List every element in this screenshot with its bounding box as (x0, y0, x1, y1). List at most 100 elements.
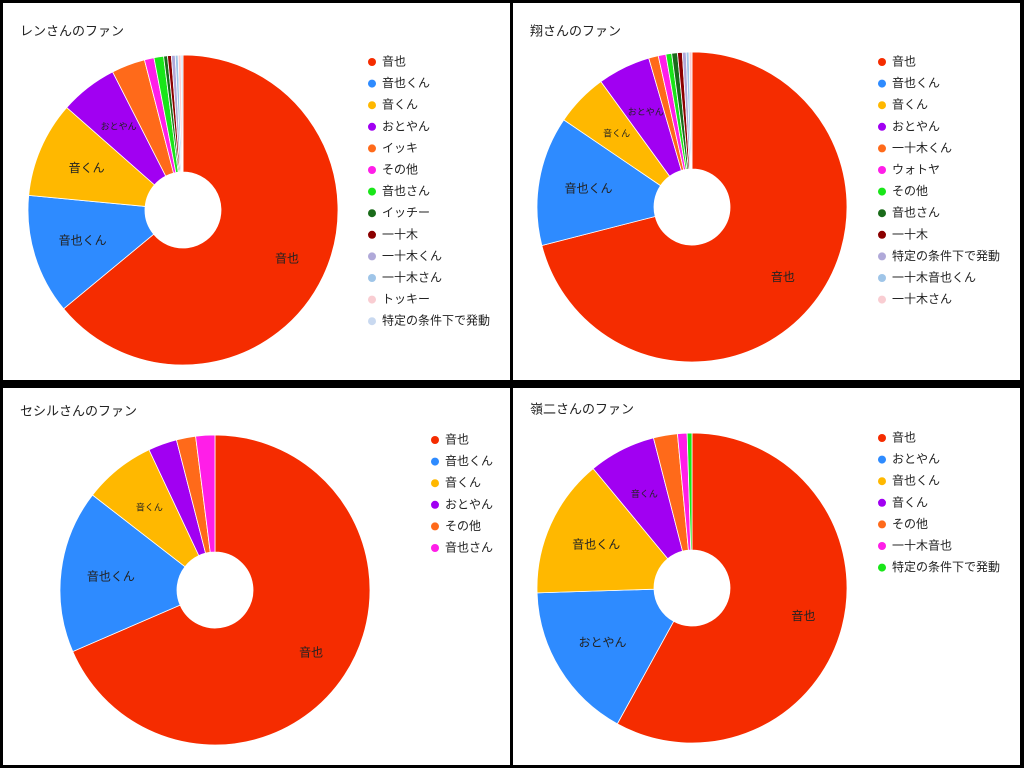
slice-label: 音也 (275, 250, 299, 265)
legend-swatch (368, 144, 376, 153)
legend-swatch (431, 544, 439, 552)
legend-label: 特定の条件下で発動 (892, 559, 1000, 574)
legend-label: 音くん (892, 494, 928, 509)
legend-swatch (878, 58, 886, 66)
legend-swatch (878, 166, 886, 174)
slice-label: 音也くん (59, 232, 107, 247)
legend-swatch (368, 58, 376, 66)
legend-swatch (368, 252, 376, 261)
legend-label: 一十木音也 (892, 538, 952, 553)
legend-label: 音くん (382, 97, 418, 112)
slice (536, 588, 675, 725)
legend-swatch (878, 563, 886, 572)
legend-label: 一十木さん (892, 292, 952, 306)
legend-label: 音也さん (382, 183, 430, 198)
slice (195, 434, 216, 553)
legend-swatch (368, 187, 376, 196)
legend-swatch (368, 209, 376, 218)
legend-swatch (878, 274, 886, 282)
legend-label: 音也さん (445, 540, 493, 555)
legend-label: トッキー (382, 292, 430, 306)
legend-swatch (368, 166, 376, 174)
legend-label: 特定の条件下で発動 (382, 313, 490, 328)
legend-swatch (878, 542, 886, 550)
legend-label: 音也くん (892, 473, 940, 488)
chart-title: 翔さんのファン (530, 25, 621, 40)
slice (72, 434, 371, 746)
slice (536, 119, 662, 247)
slice-label: 音也 (791, 608, 815, 623)
legend-label: ウォトヤ (892, 163, 940, 177)
slice-label: 音也くん (572, 536, 620, 551)
legend-label: 一十木くん (892, 141, 952, 155)
slice-label: 音也くん (565, 180, 613, 195)
legend-label: 一十木くん (382, 249, 442, 263)
legend-label: おとやん (382, 119, 430, 133)
legend-label: おとやん (892, 119, 940, 133)
slice-label: 音也 (299, 645, 323, 660)
slice (28, 106, 156, 207)
legend-swatch (878, 520, 886, 529)
slice (63, 54, 339, 366)
legend-label: 音くん (892, 97, 928, 112)
legend-label: 音也くん (382, 75, 430, 90)
slice-label: おとやん (628, 107, 664, 118)
legend-swatch (878, 79, 886, 88)
legend-label: 音也くん (892, 75, 940, 90)
legend-label: イッキ (382, 141, 418, 155)
legend-label: その他 (445, 519, 481, 533)
legend-label: その他 (382, 163, 418, 177)
legend-swatch (878, 230, 886, 239)
slice-label: 音也くん (87, 568, 135, 583)
slice-label: 音くん (631, 488, 658, 500)
legend-label: 音也 (445, 432, 469, 447)
legend-label: 音也 (892, 430, 916, 445)
legend-swatch (431, 522, 439, 531)
legend-label: 音也 (382, 54, 406, 69)
slice-label: 音くん (136, 502, 163, 514)
legend-swatch (368, 295, 376, 304)
legend-swatch (431, 436, 439, 444)
slice (541, 51, 848, 363)
slice (616, 432, 848, 744)
legend-swatch (878, 434, 886, 442)
slice (686, 432, 693, 551)
legend-label: イッチー (382, 206, 430, 220)
legend-label: 音也くん (445, 453, 493, 468)
legend-swatch (878, 455, 886, 464)
legend-swatch (431, 457, 439, 466)
slice (59, 494, 186, 653)
legend-swatch (878, 209, 886, 218)
slice-label: おとやん (101, 122, 137, 133)
legend-label: 音也 (892, 54, 916, 69)
legend-swatch (878, 122, 886, 131)
legend-label: 一十木 (382, 227, 418, 241)
legend-label: 音也さん (892, 205, 940, 220)
slice-label: 音くん (69, 160, 105, 175)
legend-swatch (368, 101, 376, 110)
legend-swatch (878, 101, 886, 110)
legend-label: おとやん (445, 497, 493, 511)
legend-swatch (368, 317, 376, 326)
slice-label: 音くん (603, 127, 630, 139)
legend-swatch (878, 498, 886, 507)
legend-swatch (368, 274, 376, 282)
legend-label: 特定の条件下で発動 (892, 248, 1000, 263)
legend-swatch (368, 230, 376, 239)
legend-label: 一十木音也くん (892, 270, 976, 285)
legend-swatch (431, 479, 439, 488)
legend-label: 音くん (445, 475, 481, 490)
legend-swatch (878, 252, 886, 261)
legend-swatch (431, 500, 439, 509)
legend-label: 一十木さん (382, 271, 442, 285)
slice (27, 194, 155, 310)
legend-swatch (878, 295, 886, 304)
legend-swatch (878, 144, 886, 153)
legend-label: 一十木 (892, 227, 928, 241)
legend-swatch (878, 477, 886, 486)
slice (536, 468, 669, 594)
legend-label: その他 (892, 184, 928, 198)
legend-swatch (878, 187, 886, 196)
